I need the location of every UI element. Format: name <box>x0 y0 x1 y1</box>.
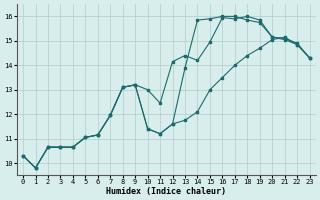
X-axis label: Humidex (Indice chaleur): Humidex (Indice chaleur) <box>106 187 226 196</box>
